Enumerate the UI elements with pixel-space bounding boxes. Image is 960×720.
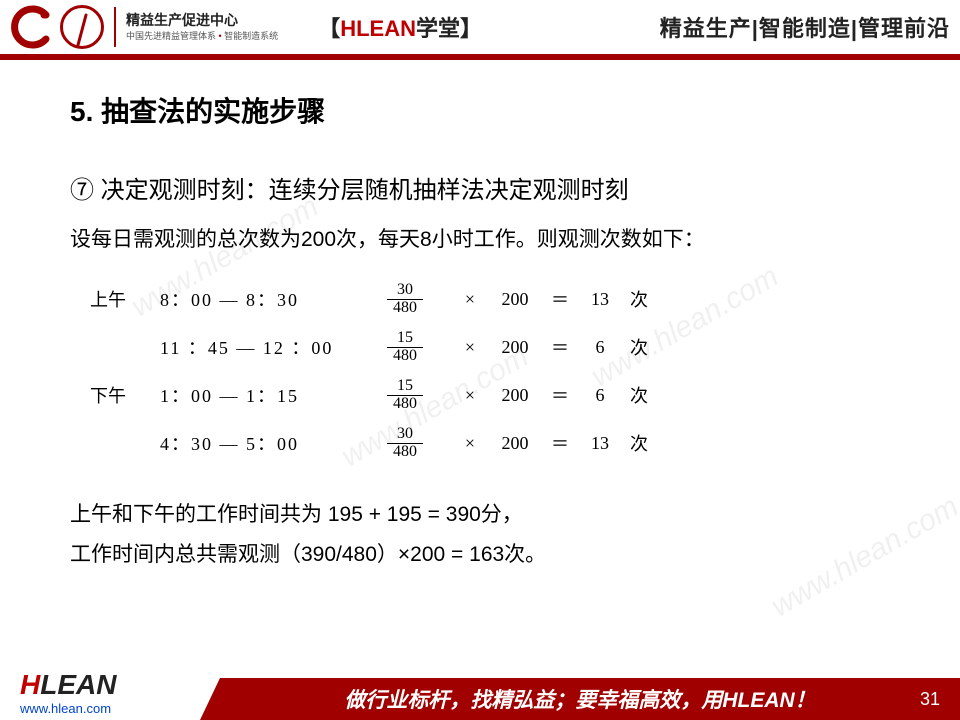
total-n: 200 (490, 433, 540, 454)
fraction: 15480 (360, 330, 450, 365)
calc-row: 上午8：00 — 8：3030480×200＝13次 (90, 275, 890, 323)
eq-sign: ＝ (540, 382, 580, 408)
divider (114, 7, 116, 47)
footer-left: HLEAN www.hlean.com (0, 665, 200, 720)
logo-group: 精益生产促进中心 中国先进精益管理体系 • 智能制造系统 (10, 5, 278, 49)
org-subtitle: 中国先进精益管理体系 • 智能制造系统 (126, 29, 278, 42)
result: 6 (580, 385, 620, 406)
time-range: 11 ：45 — 12 ：00 (160, 334, 360, 360)
result: 13 (580, 433, 620, 454)
org-text-block: 精益生产促进中心 中国先进精益管理体系 • 智能制造系统 (126, 12, 278, 42)
footer-bar: 做行业标杆，找精弘益；要幸福高效，用HLEAN！ 31 (200, 678, 960, 720)
period-label: 上午 (90, 286, 160, 312)
header: 精益生产促进中心 中国先进精益管理体系 • 智能制造系统 【HLEAN学堂】 精… (0, 0, 960, 60)
summary: 上午和下午的工作时间共为 195 + 195 = 390分， 工作时间内总共需观… (70, 495, 890, 575)
logo-circle-icon (60, 5, 104, 49)
summary-line-2: 工作时间内总共需观测（390/480）×200 = 163次。 (70, 535, 890, 575)
mult-sign: × (450, 337, 490, 358)
unit: 次 (620, 334, 660, 360)
time-range: 8：00 — 8：30 (160, 286, 360, 312)
brand-center: 【HLEAN学堂】 (318, 11, 482, 43)
time-range: 1：00 — 1：15 (160, 382, 360, 408)
unit: 次 (620, 430, 660, 456)
eq-sign: ＝ (540, 286, 580, 312)
step-text: 决定观测时刻：连续分层随机抽样法决定观测时刻 (101, 177, 629, 204)
time-range: 4：30 — 5：00 (160, 430, 360, 456)
mult-sign: × (450, 289, 490, 310)
fraction: 30480 (360, 426, 450, 461)
summary-line-1: 上午和下午的工作时间共为 195 + 195 = 390分， (70, 495, 890, 535)
fraction: 15480 (360, 378, 450, 413)
footer-slogan: 做行业标杆，找精弘益；要幸福高效，用HLEAN！ (344, 684, 815, 714)
page-title: 5. 抽查法的实施步骤 (70, 90, 890, 130)
mult-sign: × (450, 433, 490, 454)
footer-brand: HLEAN (20, 669, 200, 701)
result: 6 (580, 337, 620, 358)
tagline: 精益生产|智能制造|管理前沿 (660, 11, 950, 43)
result: 13 (580, 289, 620, 310)
org-title: 精益生产促进中心 (126, 12, 278, 29)
step-marker: ⑦ (70, 177, 94, 204)
eq-sign: ＝ (540, 334, 580, 360)
eq-sign: ＝ (540, 430, 580, 456)
page-number: 31 (920, 689, 940, 710)
fraction: 30480 (360, 282, 450, 317)
calc-row: 4：30 — 5：0030480×200＝13次 (90, 419, 890, 467)
unit: 次 (620, 286, 660, 312)
description: 设每日需观测的总次数为200次，每天8小时工作。则观测次数如下： (70, 223, 890, 253)
footer: HLEAN www.hlean.com 做行业标杆，找精弘益；要幸福高效，用HL… (0, 660, 960, 720)
mult-sign: × (450, 385, 490, 406)
logo-c-icon (10, 5, 54, 49)
calc-row: 11 ：45 — 12 ：0015480×200＝6次 (90, 323, 890, 371)
content: www.hlean.com www.hlean.com www.hlean.co… (0, 60, 960, 640)
unit: 次 (620, 382, 660, 408)
footer-url: www.hlean.com (20, 701, 200, 716)
total-n: 200 (490, 289, 540, 310)
period-label: 下午 (90, 382, 160, 408)
total-n: 200 (490, 337, 540, 358)
calc-row: 下午1：00 — 1：1515480×200＝6次 (90, 371, 890, 419)
calc-table: 上午8：00 — 8：3030480×200＝13次11 ：45 — 12 ：0… (90, 275, 890, 467)
step-line: ⑦ 决定观测时刻：连续分层随机抽样法决定观测时刻 (70, 170, 890, 205)
total-n: 200 (490, 385, 540, 406)
